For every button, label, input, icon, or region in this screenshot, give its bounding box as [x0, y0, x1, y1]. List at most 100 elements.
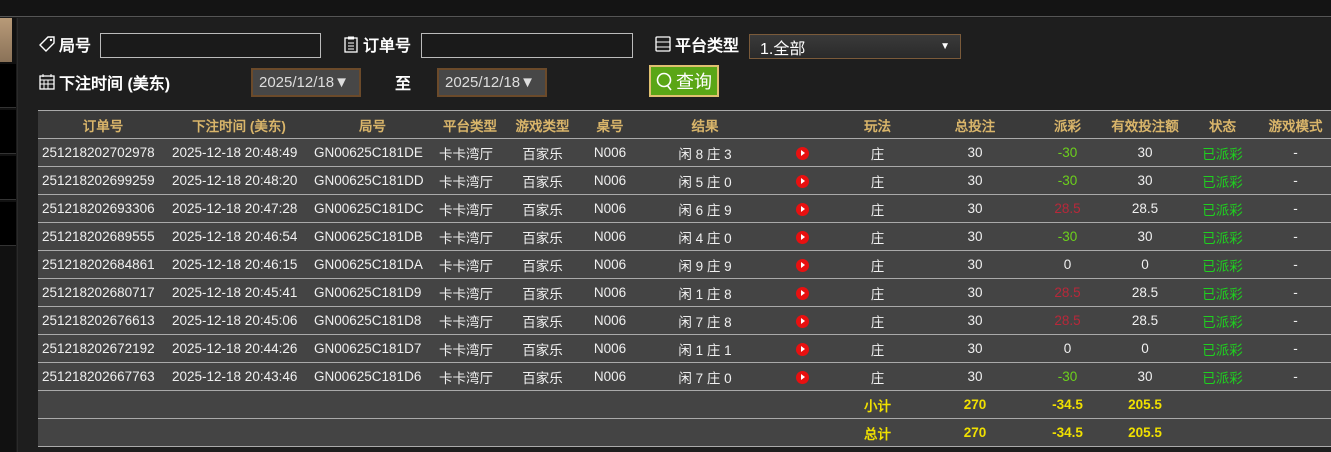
sidebar-item[interactable] [0, 202, 16, 246]
video-cell [770, 250, 835, 279]
column-header: 结果 [640, 110, 770, 139]
sidebar-item[interactable] [0, 156, 16, 200]
table-cell: 251218202667763 [38, 362, 168, 391]
table-row: 251218202676613 2025-12-18 20:45:06 GN0062… [38, 306, 1331, 335]
table-cell: 闲 7 庄 0 [640, 362, 770, 391]
video-cell [770, 166, 835, 195]
table-cell: 28.5 [1105, 306, 1185, 335]
date-to-picker[interactable]: 2025/12/18▼ [437, 68, 547, 97]
table-cell: 庄 [835, 166, 920, 195]
table-cell: 已派彩 [1185, 166, 1260, 195]
table-cell: -30 [1030, 166, 1105, 195]
empty-cell [38, 390, 835, 419]
table-cell: 0 [1105, 334, 1185, 363]
table-cell: N006 [580, 306, 640, 335]
table-cell: - [1260, 306, 1331, 335]
search-icon [656, 72, 672, 91]
table-cell: 2025-12-18 20:48:20 [168, 166, 310, 195]
date-from-picker[interactable]: 2025/12/18▼ [251, 68, 361, 97]
table-row: 251218202680717 2025-12-18 20:45:41 GN0062… [38, 278, 1331, 307]
tag-icon [39, 36, 55, 52]
table-cell: 卡卡湾厅 [435, 250, 505, 279]
table-cell: 庄 [835, 222, 920, 251]
column-header: 下注时间 (美东) [168, 110, 310, 139]
play-video-icon[interactable] [796, 202, 809, 216]
table-cell: 已派彩 [1185, 222, 1260, 251]
table-cell: 卡卡湾厅 [435, 334, 505, 363]
play-video-icon[interactable] [796, 370, 809, 384]
grandtotal-payout: -34.5 [1030, 418, 1105, 447]
table-cell: 闲 9 庄 9 [640, 250, 770, 279]
table-cell: GN00625C181DE [310, 138, 435, 167]
table-cell: 已派彩 [1185, 334, 1260, 363]
list-icon [655, 36, 671, 52]
column-header [770, 110, 835, 139]
table-cell: N006 [580, 334, 640, 363]
order-input[interactable] [421, 33, 633, 58]
video-cell [770, 138, 835, 167]
column-header: 平台类型 [435, 110, 505, 139]
table-cell: N006 [580, 250, 640, 279]
table-cell: GN00625C181D8 [310, 306, 435, 335]
play-video-icon[interactable] [796, 174, 809, 188]
table-cell: - [1260, 278, 1331, 307]
table-cell: 0 [1105, 250, 1185, 279]
video-cell [770, 362, 835, 391]
column-header: 局号 [310, 110, 435, 139]
table-cell: 30 [920, 194, 1030, 223]
table-cell: GN00625C181DA [310, 250, 435, 279]
table-cell: 28.5 [1105, 278, 1185, 307]
table-cell: 30 [920, 166, 1030, 195]
table-cell: 闲 7 庄 8 [640, 306, 770, 335]
table-cell: 百家乐 [505, 250, 580, 279]
table-cell: 闲 1 庄 1 [640, 334, 770, 363]
table-cell: 30 [920, 362, 1030, 391]
grandtotal-valid: 205.5 [1105, 418, 1185, 447]
table-cell: 闲 4 庄 0 [640, 222, 770, 251]
play-video-icon[interactable] [796, 286, 809, 300]
table-cell: 庄 [835, 362, 920, 391]
round-input[interactable] [100, 33, 321, 58]
column-header: 订单号 [38, 110, 168, 139]
platform-select[interactable]: 1.全部 ▼ [749, 34, 961, 59]
table-cell: - [1260, 166, 1331, 195]
table-cell: - [1260, 362, 1331, 391]
table-cell: 百家乐 [505, 194, 580, 223]
play-video-icon[interactable] [796, 314, 809, 328]
subtotal-payout: -34.5 [1030, 390, 1105, 419]
calendar-icon [39, 74, 55, 90]
play-video-icon[interactable] [796, 146, 809, 160]
table-cell: 卡卡湾厅 [435, 278, 505, 307]
table-cell: GN00625C181DB [310, 222, 435, 251]
table-cell: - [1260, 222, 1331, 251]
table-cell: GN00625C181D9 [310, 278, 435, 307]
table-cell: 2025-12-18 20:44:26 [168, 334, 310, 363]
play-video-icon[interactable] [796, 258, 809, 272]
table-cell: 闲 5 庄 0 [640, 166, 770, 195]
play-video-icon[interactable] [796, 230, 809, 244]
table-cell: 庄 [835, 334, 920, 363]
sidebar-item[interactable] [0, 64, 16, 108]
column-header: 状态 [1185, 110, 1260, 139]
table-cell: 251218202702978 [38, 138, 168, 167]
table-cell: 30 [920, 278, 1030, 307]
table-cell: - [1260, 250, 1331, 279]
table-cell: GN00625C181DD [310, 166, 435, 195]
table-cell: 2025-12-18 20:46:15 [168, 250, 310, 279]
table-cell: N006 [580, 194, 640, 223]
platform-label: 平台类型 [654, 32, 739, 56]
to-label: 至 [395, 76, 412, 93]
table-cell: 百家乐 [505, 334, 580, 363]
table-cell: 庄 [835, 194, 920, 223]
play-video-icon[interactable] [796, 342, 809, 356]
table-cell: 百家乐 [505, 166, 580, 195]
column-header: 有效投注额 [1105, 110, 1185, 139]
table-cell: 卡卡湾厅 [435, 138, 505, 167]
sidebar-active-tab[interactable] [0, 18, 12, 62]
table-header: 订单号 下注时间 (美东) 局号 平台类型 游戏类型 桌号 结果 玩法 总投注 派彩 有效投注额 状态… [38, 110, 1331, 139]
table-cell: GN00625C181D7 [310, 334, 435, 363]
query-button[interactable]: 查询 [649, 65, 719, 97]
table-cell: 庄 [835, 138, 920, 167]
sidebar-item[interactable] [0, 110, 16, 154]
table-cell: 2025-12-18 20:43:46 [168, 362, 310, 391]
